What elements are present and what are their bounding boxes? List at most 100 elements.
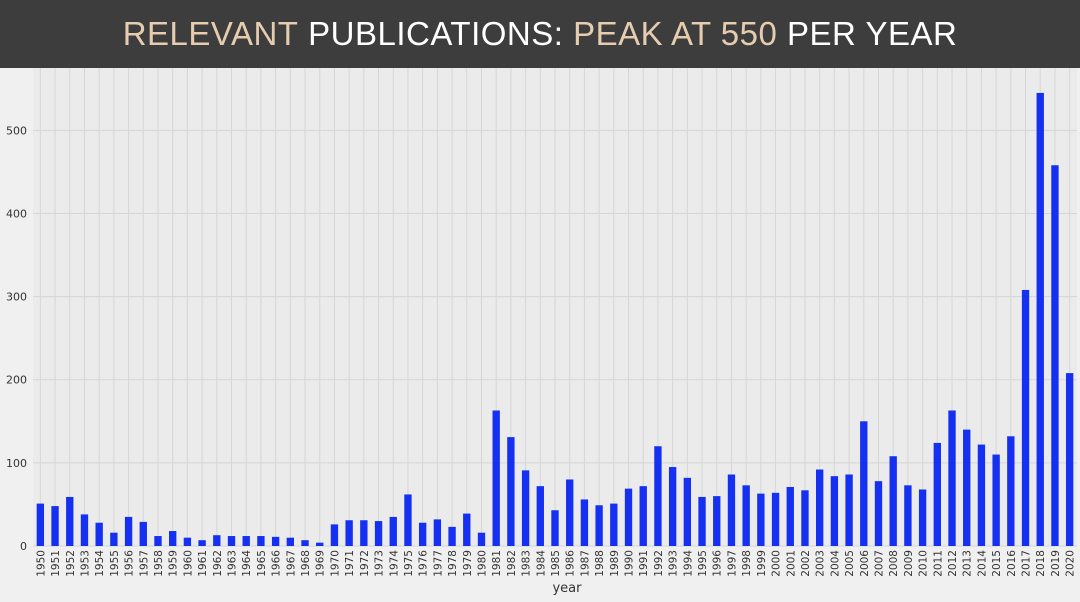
x-tick-label: 1995 xyxy=(697,550,709,577)
bar-1958 xyxy=(154,536,162,546)
x-tick-label: 1979 xyxy=(462,550,474,577)
bar-1967 xyxy=(286,537,294,546)
bar-2005 xyxy=(845,474,853,546)
x-tick-label: 1971 xyxy=(344,550,356,577)
x-tick-label: 2019 xyxy=(1050,550,1062,577)
bar-1977 xyxy=(433,519,442,546)
bar-1993 xyxy=(668,467,677,546)
bar-1983 xyxy=(521,470,530,546)
x-tick-label: 1989 xyxy=(609,550,621,577)
x-tick-label: 1972 xyxy=(359,550,371,577)
x-tick-label: 1982 xyxy=(506,550,518,577)
bar-1979 xyxy=(463,513,471,546)
bar-1992 xyxy=(654,446,662,546)
y-tick-label: 300 xyxy=(6,291,27,304)
x-tick-label: 2018 xyxy=(1035,550,1047,577)
x-tick-label: 1994 xyxy=(682,550,694,577)
x-tick-label: 2010 xyxy=(918,550,930,577)
x-tick-label: 1958 xyxy=(153,550,165,577)
x-tick-label: 1997 xyxy=(726,550,738,577)
bar-1985 xyxy=(551,510,559,546)
x-tick-label: 1966 xyxy=(271,550,283,577)
x-tick-label: 1974 xyxy=(388,550,400,577)
bar-1966 xyxy=(271,536,280,546)
bar-2006 xyxy=(860,421,868,546)
bar-2016 xyxy=(1007,436,1015,546)
x-tick-label: 2008 xyxy=(888,550,900,577)
title-part-peak: PEAK AT 550 xyxy=(573,15,778,52)
x-tick-label: 1988 xyxy=(594,550,606,577)
x-tick-label: 1959 xyxy=(168,550,180,577)
bar-2017 xyxy=(1021,289,1030,546)
x-tick-label: 1998 xyxy=(741,550,753,577)
bar-2003 xyxy=(816,469,824,546)
bar-1990 xyxy=(624,488,633,546)
bar-1961 xyxy=(198,540,206,546)
bar-1989 xyxy=(610,503,618,546)
bar-2009 xyxy=(904,485,912,546)
x-tick-label: 1956 xyxy=(124,550,136,577)
bar-1960 xyxy=(183,537,192,546)
x-tick-label: 1955 xyxy=(109,550,121,577)
bar-1952 xyxy=(66,496,74,546)
title-part-per-year: PER YEAR xyxy=(787,15,958,52)
bar-2002 xyxy=(801,490,809,546)
bar-1999 xyxy=(757,493,765,546)
bar-1970 xyxy=(330,524,339,546)
bar-1995 xyxy=(698,496,706,546)
bar-1974 xyxy=(389,516,397,546)
bar-2019 xyxy=(1051,165,1059,546)
bar-1968 xyxy=(301,540,309,546)
bar-1963 xyxy=(227,536,236,546)
bar-1997 xyxy=(727,474,736,546)
x-tick-label: 1973 xyxy=(374,550,386,577)
x-tick-label: 1953 xyxy=(79,550,91,577)
bar-1955 xyxy=(110,532,118,546)
x-tick-label: 1961 xyxy=(197,550,209,577)
x-tick-label: 1968 xyxy=(300,550,312,577)
x-tick-label: 1984 xyxy=(535,550,547,577)
bar-2020 xyxy=(1065,373,1074,546)
bar-2000 xyxy=(771,492,780,546)
bar-1980 xyxy=(477,532,486,546)
x-tick-label: 2014 xyxy=(976,550,988,577)
x-tick-label: 1965 xyxy=(256,550,268,577)
bar-1996 xyxy=(713,496,721,546)
bar-chart: 0 100 200 300 400 500 1950 1951 1952 1953 1954 1955… xyxy=(6,68,1077,596)
bar-1972 xyxy=(360,520,368,546)
x-tick-label: 1980 xyxy=(476,550,488,577)
x-tick-label: 1963 xyxy=(227,550,239,577)
x-tick-label: 1970 xyxy=(329,550,341,577)
x-tick-label: 1996 xyxy=(712,550,724,577)
bar-1950 xyxy=(36,503,45,546)
x-tick-label: 1977 xyxy=(432,550,444,577)
bar-1956 xyxy=(124,516,133,546)
y-tick-label: 100 xyxy=(6,457,27,470)
x-tick-label: 2006 xyxy=(859,550,871,577)
chart-title: RELEVANT PUBLICATIONS: PEAK AT 550 PER Y… xyxy=(0,0,1080,68)
x-tick-label: 2013 xyxy=(962,550,974,577)
x-tick-label: 1990 xyxy=(624,550,636,577)
x-tick-label: 1992 xyxy=(653,550,665,577)
x-tick-label: 1950 xyxy=(35,550,47,577)
x-tick-label: 1985 xyxy=(550,550,562,577)
bar-1965 xyxy=(257,536,265,546)
bar-2014 xyxy=(977,444,986,546)
x-tick-label: 2016 xyxy=(1006,550,1018,577)
x-axis-label: year xyxy=(552,581,582,596)
bar-2012 xyxy=(948,410,956,546)
bar-1998 xyxy=(742,485,750,546)
bar-1953 xyxy=(80,514,89,546)
y-tick-label: 0 xyxy=(20,540,27,553)
x-tick-label: 1987 xyxy=(579,550,591,577)
bar-1959 xyxy=(169,531,177,546)
bar-1964 xyxy=(242,536,250,546)
x-tick-label: 1978 xyxy=(447,550,459,577)
x-tick-label: 2015 xyxy=(991,550,1003,577)
x-tick-label: 1986 xyxy=(565,550,577,577)
x-tick-label: 2001 xyxy=(785,550,797,577)
x-tick-label: 1964 xyxy=(241,550,253,577)
bar-2018 xyxy=(1036,92,1044,546)
x-tick-label: 1991 xyxy=(638,550,650,577)
bar-1954 xyxy=(95,522,103,546)
